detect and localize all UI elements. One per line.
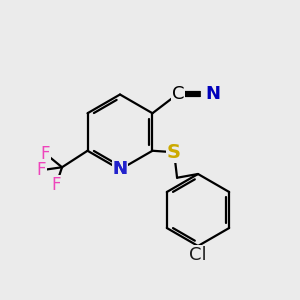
Text: Cl: Cl: [189, 246, 207, 264]
Text: N: N: [205, 85, 220, 103]
Text: N: N: [112, 160, 128, 178]
Text: S: S: [167, 143, 181, 162]
Text: F: F: [36, 161, 46, 179]
Text: N: N: [112, 160, 128, 178]
Text: F: F: [51, 176, 61, 194]
Text: F: F: [41, 145, 50, 163]
Text: C: C: [172, 85, 184, 103]
